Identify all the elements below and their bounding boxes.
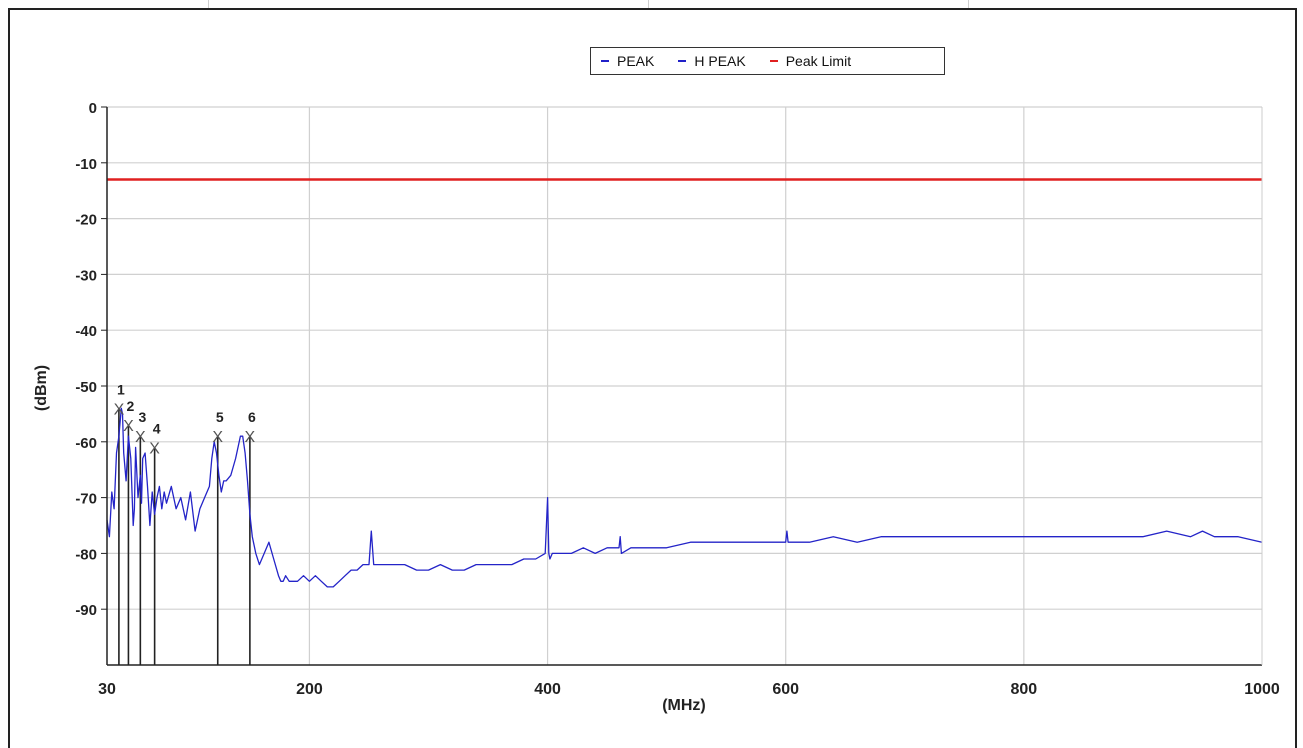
legend-swatch-peak — [601, 60, 609, 62]
marker-cross: X — [149, 440, 160, 457]
legend-label-peak: PEAK — [617, 53, 655, 69]
marker-cross: X — [135, 429, 146, 446]
y-tick-label: -20 — [75, 212, 97, 229]
series-layer — [106, 178, 1263, 588]
y-tick-label: -10 — [75, 156, 97, 173]
top-divider-tick — [208, 0, 209, 8]
axes-layer — [101, 106, 1263, 666]
legend-label-h-peak: H PEAK — [694, 53, 746, 69]
marker-number-label: 5 — [216, 409, 224, 425]
marker-stems-layer — [118, 408, 251, 665]
x-tick-label: 400 — [534, 681, 561, 698]
legend-item-h-peak: H PEAK — [678, 53, 746, 69]
y-tick-label: -40 — [75, 323, 97, 340]
legend-label-peak-limit: Peak Limit — [785, 53, 852, 69]
y-tick-label: -50 — [75, 379, 97, 396]
top-divider-tick — [648, 0, 649, 8]
marker-cross: X — [114, 401, 125, 418]
x-tick-label: 600 — [772, 681, 799, 698]
marker-number-label: 2 — [127, 398, 135, 414]
legend-swatch-h-peak — [678, 60, 687, 62]
x-tick-label: 200 — [296, 681, 323, 698]
y-tick-label: -90 — [75, 602, 97, 619]
y-tick-label: -80 — [75, 546, 97, 563]
marker-cross: X — [123, 418, 134, 435]
peak-trace-line — [106, 407, 1263, 588]
legend-swatch-peak-limit — [769, 60, 778, 62]
y-tick-label: -60 — [75, 435, 97, 452]
marker-number-label: 6 — [248, 409, 256, 425]
y-axis-label: (dBm) — [33, 365, 50, 411]
y-tick-label: 0 — [89, 100, 97, 117]
marker-cross: X — [212, 429, 223, 446]
y-tick-label: -30 — [75, 267, 97, 284]
marker-cross: X — [245, 429, 256, 446]
x-tick-label: 1000 — [1244, 681, 1280, 698]
chart-legend: PEAK H PEAK Peak Limit — [590, 47, 945, 75]
x-tick-label: 800 — [1011, 681, 1038, 698]
tick-labels-layer: 0 -10 -20 -30 -40 -50 -60 -70 -80 -90 30 200 400 600 8… — [75, 100, 1280, 698]
top-divider-tick — [968, 0, 969, 8]
marker-number-label: 1 — [117, 381, 125, 397]
y-tick-label: -70 — [75, 491, 97, 508]
marker-number-label: 3 — [138, 409, 146, 425]
x-tick-label: 30 — [98, 681, 116, 698]
x-axis-label: (MHz) — [662, 697, 706, 714]
grid-layer — [107, 106, 1262, 665]
chart-panel-border — [8, 8, 1297, 748]
legend-item-peak: PEAK — [601, 53, 654, 69]
legend-item-peak-limit: Peak Limit — [769, 53, 852, 69]
marker-number-label: 4 — [153, 420, 161, 436]
